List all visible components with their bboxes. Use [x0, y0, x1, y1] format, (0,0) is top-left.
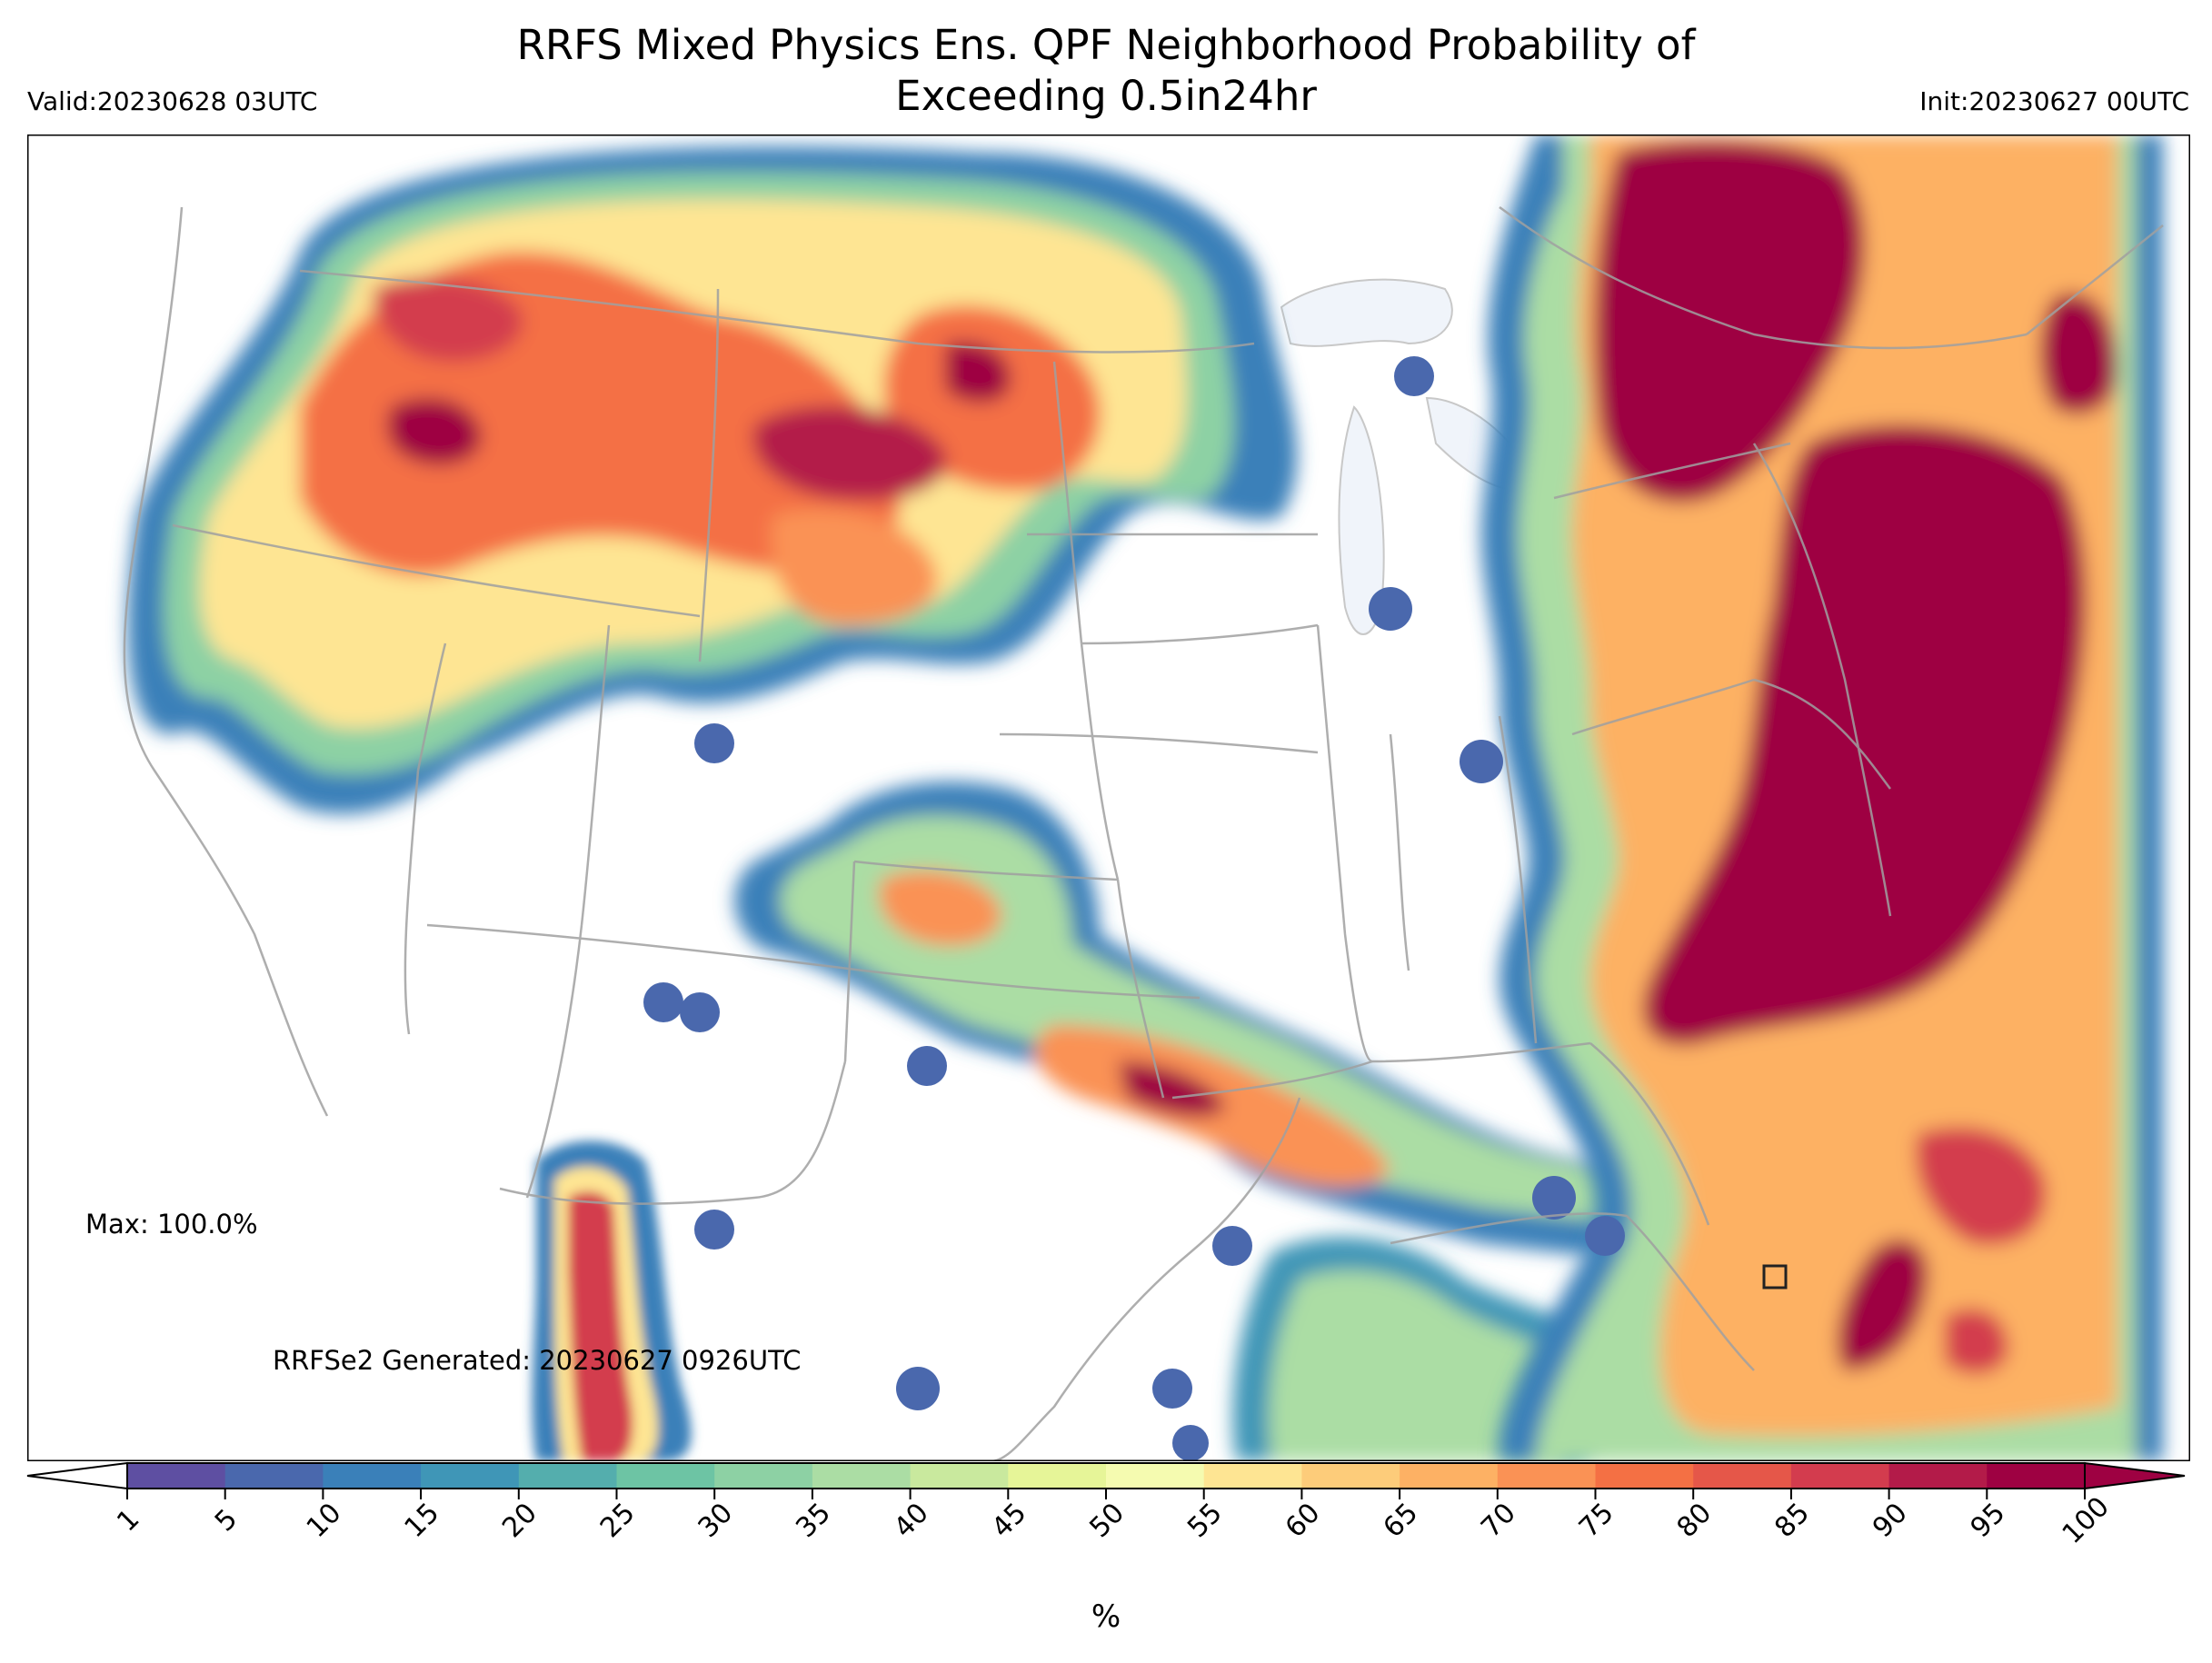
colorbar-swatch — [224, 1463, 324, 1489]
chart-title: RRFS Mixed Physics Ens. QPF Neighborhood… — [0, 20, 2212, 122]
colorbar-tick-label: 1 — [111, 1503, 145, 1538]
title-line-2: Exceeding 0.5in24hr — [895, 72, 1317, 120]
northwest-region — [127, 146, 1298, 814]
colorbar-ticks: 1 5 10 15 20 25 30 35 40 45 50 55 60 65 70 75 80 85 90 95 10… — [111, 1489, 2116, 1550]
colorbar-swatches — [127, 1463, 2086, 1489]
probability-map — [27, 134, 2190, 1461]
great-lakes — [1280, 278, 1538, 635]
colorbar-swatch — [714, 1463, 813, 1489]
colorbar: 1 5 10 15 20 25 30 35 40 45 50 55 60 65 70 75 80 85 90 95 10… — [26, 1461, 2186, 1635]
political-borders — [123, 205, 2164, 1461]
colorbar-swatch — [518, 1463, 617, 1489]
colorbar-swatch — [1497, 1463, 1596, 1489]
colorbar-unit-label: % — [1091, 1598, 1121, 1635]
colorbar-tick-label: 70 — [1475, 1497, 1522, 1544]
valid-time-label: Valid:20230628 03UTC — [27, 86, 318, 116]
colorbar-swatch — [421, 1463, 520, 1489]
generated-timestamp: RRFSe2 Generated: 20230627 0926UTC — [273, 1345, 802, 1376]
colorbar-tick-label: 95 — [1965, 1497, 2012, 1544]
colorbar-swatch — [1595, 1463, 1694, 1489]
colorbar-tick-label: 90 — [1867, 1497, 1914, 1544]
colorbar-tick-label: 60 — [1280, 1497, 1327, 1544]
colorbar-swatch — [812, 1463, 912, 1489]
isolated-cells — [643, 356, 1625, 1461]
colorbar-tick-label: 15 — [399, 1497, 446, 1544]
colorbar-swatch — [323, 1463, 422, 1489]
colorbar-tick-label: 75 — [1573, 1497, 1620, 1544]
mexico-strip — [532, 1140, 692, 1461]
colorbar-swatch — [616, 1463, 715, 1489]
colorbar-swatch — [1987, 1463, 2086, 1489]
colorbar-swatch — [1888, 1463, 1988, 1489]
colorbar-swatch — [1106, 1463, 1205, 1489]
colorbar-tick-label: 55 — [1181, 1497, 1229, 1544]
colorbar-tick-label: 35 — [790, 1497, 837, 1544]
colorbar-swatch — [1008, 1463, 1107, 1489]
colorbar-swatch — [127, 1463, 226, 1489]
colorbar-tick-label: 50 — [1083, 1497, 1131, 1544]
colorbar-swatch — [1693, 1463, 1792, 1489]
probability-field — [127, 134, 2163, 1461]
colorbar-tick-label: 100 — [2057, 1491, 2116, 1550]
eastern-region — [1481, 134, 2163, 1461]
max-value-label: Max: 100.0% — [85, 1209, 258, 1240]
init-time-label: Init:20230627 00UTC — [1919, 86, 2189, 116]
colorbar-swatch — [1400, 1463, 1499, 1489]
central-band — [734, 782, 1700, 1261]
colorbar-extend-right — [2084, 1461, 2186, 1490]
colorbar-tick-label: 5 — [209, 1503, 244, 1538]
colorbar-tick-label: 25 — [594, 1497, 642, 1544]
colorbar-tick-label: 45 — [986, 1497, 1033, 1544]
colorbar-tick-label: 40 — [888, 1497, 935, 1544]
colorbar-swatch — [1203, 1463, 1302, 1489]
max-location-marker — [1762, 1264, 1788, 1290]
colorbar-tick-label: 10 — [301, 1497, 348, 1544]
colorbar-tick-label: 65 — [1378, 1497, 1425, 1544]
title-line-1: RRFS Mixed Physics Ens. QPF Neighborhood… — [516, 21, 1696, 69]
colorbar-tick-label: 30 — [692, 1497, 740, 1544]
colorbar-extend-left — [26, 1461, 128, 1490]
colorbar-tick-label: 20 — [496, 1497, 543, 1544]
colorbar-swatch — [1301, 1463, 1400, 1489]
colorbar-swatch — [1790, 1463, 1890, 1489]
colorbar-swatch — [910, 1463, 1009, 1489]
colorbar-tick-label: 85 — [1769, 1497, 1816, 1544]
colorbar-tick-label: 80 — [1671, 1497, 1719, 1544]
